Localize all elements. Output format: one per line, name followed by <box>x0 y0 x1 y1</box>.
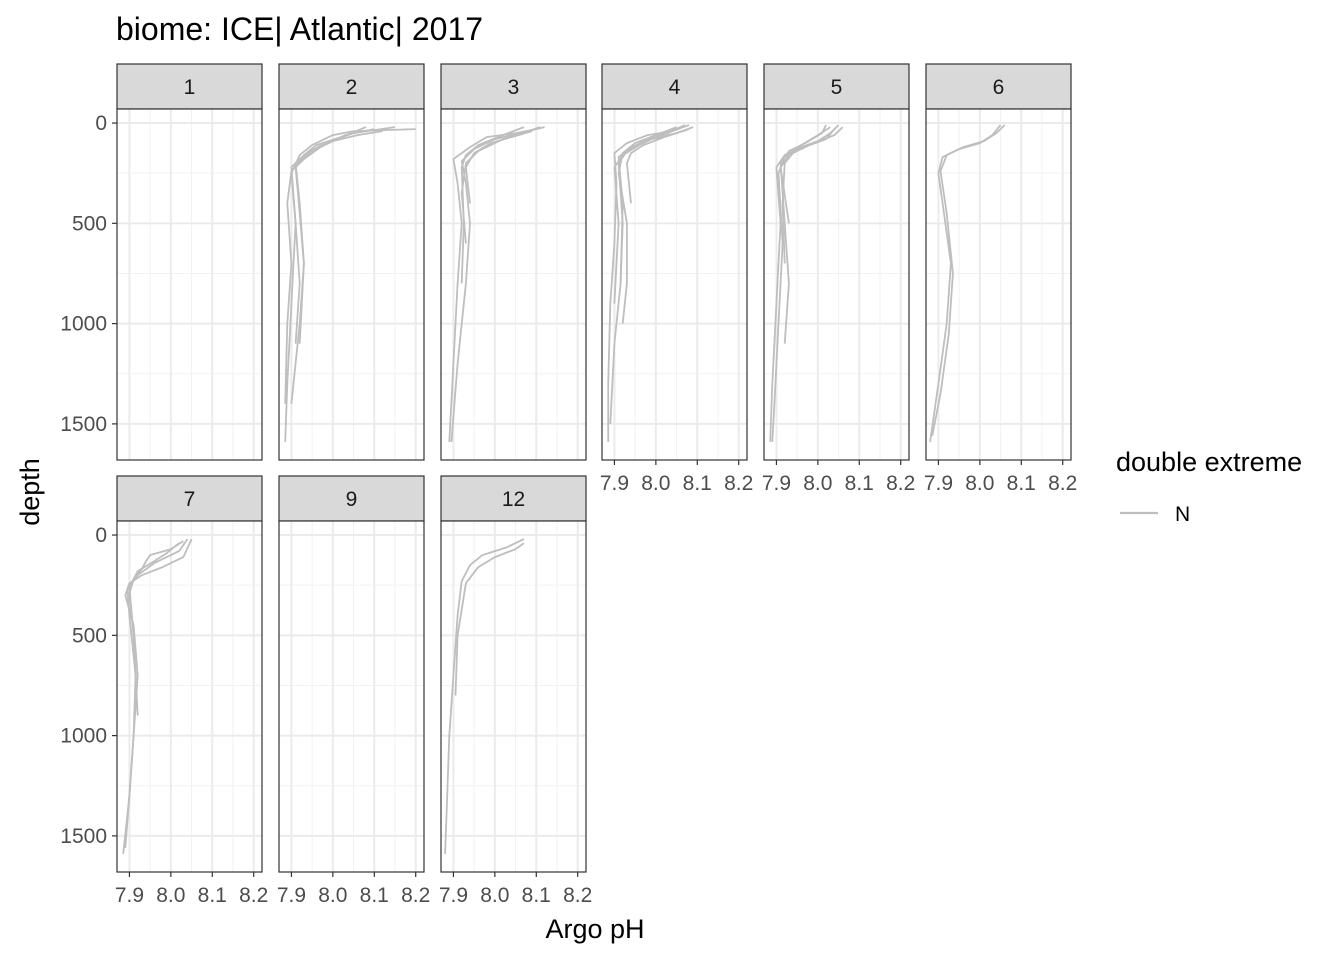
panel-border <box>440 520 587 873</box>
panel-border <box>116 520 263 873</box>
strip-bg <box>925 63 1072 110</box>
strip-bg <box>116 475 263 522</box>
x-tick-label: 8.1 <box>845 472 874 495</box>
legend-entry-label: N <box>1175 503 1190 526</box>
series-line <box>769 124 840 442</box>
x-tick-label: 7.9 <box>600 472 629 495</box>
panel-border <box>278 108 425 461</box>
series-line <box>931 124 1006 437</box>
x-tick-label: 8.1 <box>522 884 551 907</box>
panel-5: 5 7.9 8.0 8.1 8.2 <box>762 63 915 495</box>
x-tick-label: 8.2 <box>239 884 268 907</box>
x-tick-label: 8.2 <box>563 884 592 907</box>
series-line <box>464 130 533 204</box>
x-tick-label: 8.1 <box>360 884 389 907</box>
strip-label: 7 <box>184 488 196 511</box>
y-tick-label: 1000 <box>60 313 107 336</box>
legend: double extreme N <box>1116 447 1302 526</box>
series-line <box>779 126 831 224</box>
strip-bg <box>278 63 425 110</box>
strip-label: 4 <box>669 76 681 99</box>
panel-border <box>278 520 425 873</box>
series-line <box>294 130 383 344</box>
strip-label: 2 <box>346 76 358 99</box>
x-tick-label: 7.9 <box>439 884 468 907</box>
chart-title: biome: ICE| Atlantic| 2017 <box>116 11 483 47</box>
panel-1: 1 0 500 1000 1500 <box>60 63 263 461</box>
x-tick-label: 8.2 <box>886 472 915 495</box>
y-tick-label: 1000 <box>60 725 107 748</box>
panel-border <box>440 108 587 461</box>
y-tick-label: 0 <box>95 524 107 547</box>
y-tick-label: 500 <box>72 212 107 235</box>
x-tick-label: 8.0 <box>318 884 347 907</box>
strip-bg <box>440 63 587 110</box>
x-tick-label: 8.0 <box>641 472 670 495</box>
x-tick-label: 8.0 <box>965 472 994 495</box>
panels-group: 1 0 500 1000 1500 2 3 4 7.9 8.0 8.1 8.2 5 7.9 8.0 8.1 8.… <box>60 63 1077 907</box>
series-line <box>124 538 189 848</box>
legend-title: double extreme <box>1116 447 1302 477</box>
series-line <box>617 124 686 284</box>
strip-bg <box>116 63 263 110</box>
strip-label: 5 <box>831 76 843 99</box>
strip-label: 3 <box>508 76 520 99</box>
strip-bg <box>601 63 748 110</box>
series-line <box>617 126 677 324</box>
panel-bg <box>117 521 262 872</box>
panel-bg <box>279 521 424 872</box>
panel-3: 3 <box>440 63 587 461</box>
strip-bg <box>763 63 910 110</box>
panel-border <box>925 108 1072 461</box>
strip-label: 1 <box>184 76 196 99</box>
panel-border <box>116 108 263 461</box>
x-axis-title: Argo pH <box>545 914 644 944</box>
series-line <box>781 128 836 264</box>
strip-label: 6 <box>993 76 1005 99</box>
series-line <box>128 542 180 636</box>
panel-bg <box>117 109 262 460</box>
panel-12: 12 7.9 8.0 8.1 8.2 <box>439 475 592 907</box>
panel-4: 4 7.9 8.0 8.1 8.2 <box>600 63 753 495</box>
y-tick-label: 500 <box>72 624 107 647</box>
x-tick-label: 8.1 <box>1007 472 1036 495</box>
x-tick-label: 8.1 <box>683 472 712 495</box>
strip-label: 9 <box>346 488 358 511</box>
panel-7: 7 7.9 8.0 8.1 8.2 0 500 1000 1500 <box>60 475 268 907</box>
x-tick-label: 8.1 <box>198 884 227 907</box>
strip-label: 12 <box>502 488 525 511</box>
y-tick-label: 0 <box>95 112 107 135</box>
y-tick-label: 1500 <box>60 825 107 848</box>
x-tick-label: 8.2 <box>1048 472 1077 495</box>
x-tick-label: 8.0 <box>480 884 509 907</box>
panel-border <box>601 108 748 461</box>
y-axis-title: depth <box>15 458 45 526</box>
series-line <box>454 542 525 696</box>
panel-bg <box>441 521 586 872</box>
x-tick-label: 7.9 <box>277 884 306 907</box>
panel-bg <box>602 109 747 460</box>
x-tick-label: 8.0 <box>803 472 832 495</box>
x-tick-label: 7.9 <box>762 472 791 495</box>
series-line <box>444 538 525 854</box>
panel-border <box>763 108 910 461</box>
panel-6: 6 7.9 8.0 8.1 8.2 <box>924 63 1077 495</box>
x-tick-label: 7.9 <box>924 472 953 495</box>
series-line <box>626 128 690 204</box>
panel-2: 2 <box>278 63 425 461</box>
x-tick-label: 7.9 <box>115 884 144 907</box>
x-tick-label: 8.0 <box>156 884 185 907</box>
x-tick-label: 8.2 <box>724 472 753 495</box>
panel-bg <box>926 109 1071 460</box>
y-tick-label: 1500 <box>60 413 107 436</box>
x-tick-label: 8.2 <box>401 884 430 907</box>
panel-9: 9 7.9 8.0 8.1 8.2 <box>277 475 430 907</box>
series-line <box>284 128 375 404</box>
